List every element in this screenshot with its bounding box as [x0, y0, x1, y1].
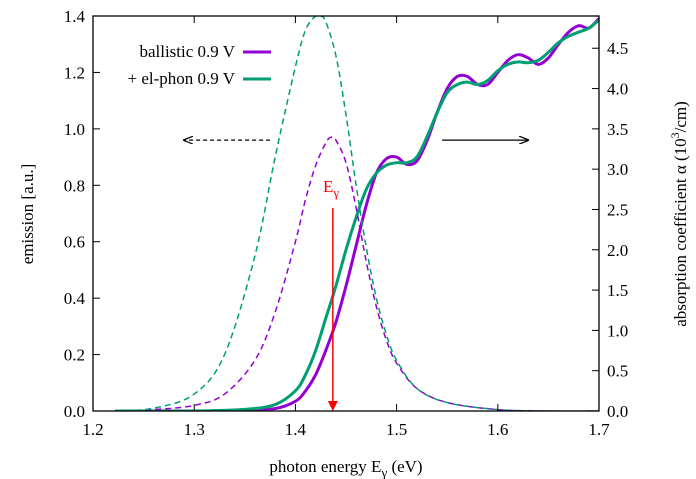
y-right-tick-label: 2.5 — [607, 200, 628, 219]
y-right-tick-label: 0.5 — [607, 362, 628, 381]
x-tick-label: 1.6 — [487, 420, 508, 439]
y-left-tick-label: 0.0 — [64, 402, 85, 421]
x-axis-label-unit: (eV) — [387, 457, 422, 476]
axes-layer: 1.2 1.3 1.4 1.5 1.6 1.70.00.20.40.60.81.01.21… — [64, 7, 629, 439]
x-axis-label-main: photon energy E — [269, 457, 381, 476]
legend: ballistic 0.9 V + el-phon 0.9 V — [128, 42, 271, 88]
x-tick-label: 1.5 — [386, 420, 407, 439]
x-tick-label: 1.2 — [82, 420, 103, 439]
plot-frame — [92, 15, 600, 412]
y-right-tick-label: 4.0 — [607, 80, 628, 99]
x-axis-label: photon energy Eγ (eV) — [269, 457, 422, 479]
y-left-tick-label: 0.2 — [64, 346, 85, 365]
series-elphon-emission — [115, 16, 599, 411]
series-elphon-absorption — [115, 18, 599, 411]
marker-label-sub: γ — [332, 185, 339, 200]
series-layer — [115, 16, 599, 411]
y-left-tick-label: 1.4 — [64, 7, 86, 26]
y-right-tick-label: 3.0 — [607, 160, 628, 179]
y-axis-label-right-sup: 3 — [668, 132, 682, 138]
y-left-tick-label: 1.2 — [64, 63, 85, 82]
y-right-tick-label: 1.0 — [607, 321, 628, 340]
series-ballistic-absorption — [115, 17, 599, 411]
x-tick-label: 1.4 — [285, 420, 307, 439]
x-tick-label: 1.7 — [588, 420, 610, 439]
y-axis-label-right-end: /cm) — [671, 101, 690, 132]
marker-label-main: E — [323, 177, 333, 196]
y-axis-label-right-main: absorption coefficient α (10 — [671, 138, 690, 326]
y-axis-label-right: absorption coefficient α (103/cm) — [668, 101, 690, 327]
y-left-tick-label: 0.8 — [64, 176, 85, 195]
series-ballistic-emission — [115, 136, 599, 411]
legend-label-ballistic: ballistic 0.9 V — [139, 42, 235, 61]
y-right-tick-label: 1.5 — [607, 281, 628, 300]
x-axis-label-sub: γ — [380, 465, 387, 479]
marker-label: Eγ — [323, 177, 339, 200]
y-right-tick-label: 4.5 — [607, 39, 628, 58]
annotation-layer — [184, 140, 528, 411]
y-left-tick-label: 1.0 — [64, 120, 85, 139]
y-right-tick-label: 2.0 — [607, 241, 628, 260]
y-left-tick-label: 0.6 — [64, 233, 85, 252]
y-axis-label-left: emission [a.u.] — [18, 164, 37, 265]
y-left-tick-label: 0.4 — [64, 289, 86, 308]
legend-label-elphon: + el-phon 0.9 V — [128, 69, 236, 88]
y-right-tick-label: 3.5 — [607, 120, 628, 139]
x-tick-label: 1.3 — [184, 420, 205, 439]
y-right-tick-label: 0.0 — [607, 402, 628, 421]
